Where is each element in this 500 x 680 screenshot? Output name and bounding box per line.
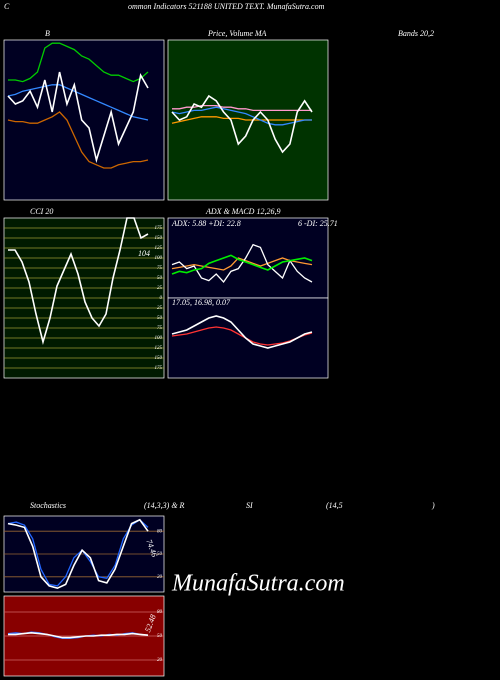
value-label: 17.05, 16.98, 0.07 [172, 298, 231, 307]
line-series [7, 71, 149, 164]
line-series [8, 42, 149, 83]
line-series [7, 84, 149, 121]
y-tick-label: 50 [157, 634, 163, 639]
header-title: ommon Indicators 521188 UNITED TEXT. Mun… [128, 2, 325, 11]
line-series [7, 518, 149, 590]
y-tick-label: 25 [157, 286, 163, 291]
y-tick-label: 125 [155, 246, 163, 251]
line-series [171, 116, 312, 124]
value-label: 104 [138, 249, 150, 258]
panel-title: CCI 20 [30, 207, 53, 216]
line-series [8, 217, 149, 346]
y-tick-label: 80 [157, 610, 163, 615]
y-tick-label: 75 [157, 326, 163, 331]
line-series [171, 106, 312, 126]
panel-title: (14,3,3) & R [144, 501, 185, 510]
line-series [8, 631, 149, 639]
panel-title: Bands 20,2 [398, 29, 434, 38]
y-tick-label: 150 [155, 236, 163, 241]
y-tick-label: 175 [155, 366, 163, 371]
y-tick-label: 20 [157, 658, 163, 663]
line-series [172, 104, 312, 112]
panel-title: (14,5 [326, 501, 343, 510]
value-label: ADX: 5.88 +DI: 22.8 [171, 219, 241, 228]
panel-title: ) [431, 501, 435, 510]
y-tick-label: 75 [157, 266, 163, 271]
line-series [171, 315, 313, 349]
y-tick-label: 80 [157, 529, 163, 534]
line-series [171, 94, 313, 154]
y-tick-label: 0 [160, 296, 163, 301]
line-series [7, 111, 149, 169]
y-tick-label: 150 [155, 356, 163, 361]
line-series [171, 243, 313, 284]
line-series [7, 518, 149, 587]
y-tick-label: 100 [155, 336, 163, 341]
line-series [171, 254, 313, 275]
y-tick-label: 50 [157, 276, 163, 281]
panel-title: ADX & MACD 12,26,9 [205, 207, 280, 216]
panel-title: B [45, 29, 50, 38]
panel-title: SI [246, 501, 253, 510]
line-series [171, 326, 313, 346]
value-label: 6 -DI: 25.71 [298, 219, 338, 228]
panel-title: Price, Volume MA [207, 29, 267, 38]
y-tick-label: 50 [157, 552, 163, 557]
panel-bollinger [3, 39, 165, 201]
y-tick-label: 50 [157, 316, 163, 321]
header-left: C [4, 2, 10, 11]
watermark: MunafaSutra.com [171, 571, 345, 597]
y-tick-label: 125 [155, 346, 163, 351]
y-tick-label: 175 [155, 226, 163, 231]
y-tick-label: 20 [157, 575, 163, 580]
panel-macd [167, 297, 329, 379]
y-tick-label: 100 [155, 256, 163, 261]
panel-title: Stochastics [30, 501, 66, 510]
y-tick-label: 25 [157, 306, 163, 311]
